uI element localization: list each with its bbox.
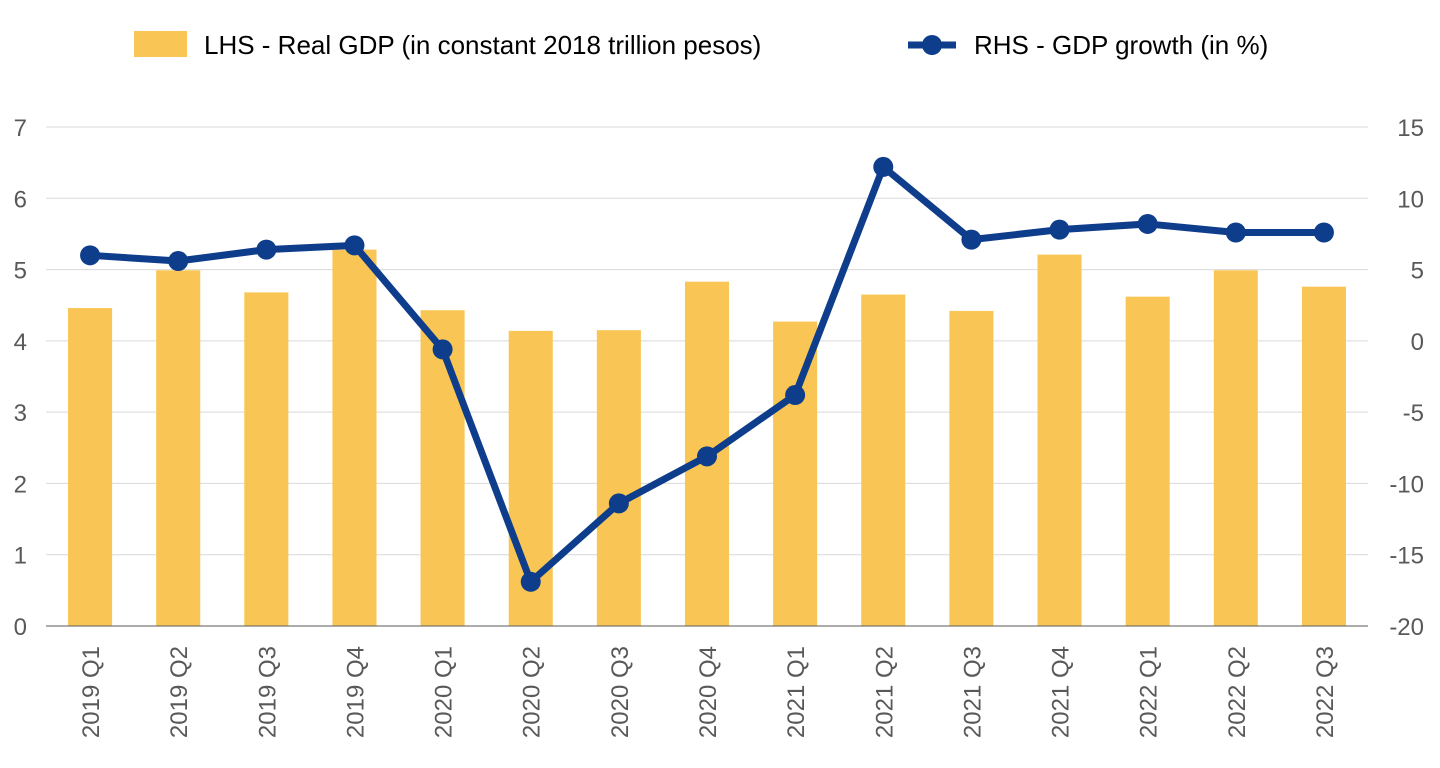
y-right-tick-label: -15 bbox=[1389, 543, 1424, 570]
y-right-tick-label: 5 bbox=[1411, 258, 1424, 285]
y-right-tick-label: -10 bbox=[1389, 471, 1424, 498]
bar-real-gdp bbox=[420, 310, 465, 626]
y-right-tick-label: -5 bbox=[1403, 400, 1424, 427]
y-left-tick-label: 7 bbox=[14, 115, 27, 142]
point-gdp-growth bbox=[344, 235, 365, 256]
x-tick-label: 2021 Q4 bbox=[1048, 646, 1075, 738]
point-gdp-growth bbox=[1313, 222, 1334, 243]
y-right-tick-label: 15 bbox=[1397, 115, 1424, 142]
bar-real-gdp bbox=[1125, 296, 1170, 626]
y-left-tick-label: 6 bbox=[14, 186, 27, 213]
y-left-tick-label: 5 bbox=[14, 258, 27, 285]
y-right-tick-label: -20 bbox=[1389, 614, 1424, 641]
point-gdp-growth bbox=[80, 245, 101, 266]
point-gdp-growth bbox=[1225, 222, 1246, 243]
point-gdp-growth bbox=[1137, 213, 1158, 234]
bar-real-gdp bbox=[949, 310, 994, 626]
point-gdp-growth bbox=[697, 446, 717, 467]
x-tick-label: 2020 Q4 bbox=[695, 646, 722, 738]
legend-label-real-gdp: LHS - Real GDP (in constant 2018 trillio… bbox=[204, 30, 761, 60]
legend: LHS - Real GDP (in constant 2018 trillio… bbox=[134, 30, 1268, 60]
legend-swatch-gdp-growth-marker bbox=[922, 35, 942, 55]
y-left-tick-label: 0 bbox=[14, 614, 27, 641]
point-gdp-growth bbox=[168, 251, 189, 272]
point-gdp-growth bbox=[873, 156, 894, 177]
bar-series-real-gdp bbox=[68, 249, 1346, 626]
bar-real-gdp bbox=[244, 292, 289, 626]
x-tick-label: 2019 Q4 bbox=[342, 646, 369, 738]
point-gdp-growth bbox=[256, 239, 277, 260]
y-right-tick-label: 0 bbox=[1411, 329, 1424, 356]
x-tick-label: 2020 Q1 bbox=[431, 646, 458, 738]
point-gdp-growth bbox=[1049, 219, 1070, 240]
x-tick-label: 2022 Q3 bbox=[1312, 646, 1339, 738]
x-tick-label: 2021 Q3 bbox=[959, 646, 986, 738]
x-tick-label: 2021 Q2 bbox=[871, 646, 898, 738]
point-gdp-growth bbox=[608, 493, 629, 514]
bar-real-gdp bbox=[68, 308, 113, 626]
legend-swatch-real-gdp bbox=[134, 31, 187, 57]
legend-label-gdp-growth: RHS - GDP growth (in %) bbox=[974, 30, 1268, 60]
line-series-gdp-growth bbox=[80, 156, 1334, 592]
bar-real-gdp bbox=[861, 294, 906, 626]
bar-real-gdp bbox=[156, 270, 201, 626]
y-left-tick-label: 3 bbox=[14, 400, 27, 427]
bar-real-gdp bbox=[1301, 286, 1346, 626]
point-gdp-growth bbox=[432, 339, 453, 360]
point-gdp-growth bbox=[520, 571, 541, 592]
axes: 0 1 2 3 4 5 6 7 -20 -15 -10 -5 0 5 10 15 2019 Q1 2019 Q2 2… bbox=[14, 115, 1424, 738]
point-gdp-growth bbox=[961, 229, 982, 250]
x-tick-label: 2019 Q1 bbox=[78, 646, 105, 738]
x-tick-label: 2019 Q2 bbox=[166, 646, 193, 738]
point-gdp-growth bbox=[785, 385, 806, 406]
x-tick-label: 2021 Q1 bbox=[783, 646, 810, 738]
y-right-tick-label: 10 bbox=[1397, 186, 1424, 213]
bar-real-gdp bbox=[596, 330, 641, 626]
y-left-tick-label: 2 bbox=[14, 471, 27, 498]
bar-real-gdp bbox=[773, 321, 818, 626]
y-left-tick-label: 1 bbox=[14, 543, 27, 570]
x-tick-label: 2020 Q3 bbox=[607, 646, 634, 738]
x-tick-label: 2020 Q2 bbox=[519, 646, 546, 738]
x-tick-label: 2022 Q2 bbox=[1224, 646, 1251, 738]
x-tick-label: 2019 Q3 bbox=[254, 646, 281, 738]
y-left-tick-label: 4 bbox=[14, 329, 27, 356]
bar-real-gdp bbox=[1037, 254, 1082, 626]
bar-real-gdp bbox=[1213, 270, 1258, 626]
x-tick-label: 2022 Q1 bbox=[1136, 646, 1163, 738]
bar-real-gdp bbox=[332, 249, 377, 626]
